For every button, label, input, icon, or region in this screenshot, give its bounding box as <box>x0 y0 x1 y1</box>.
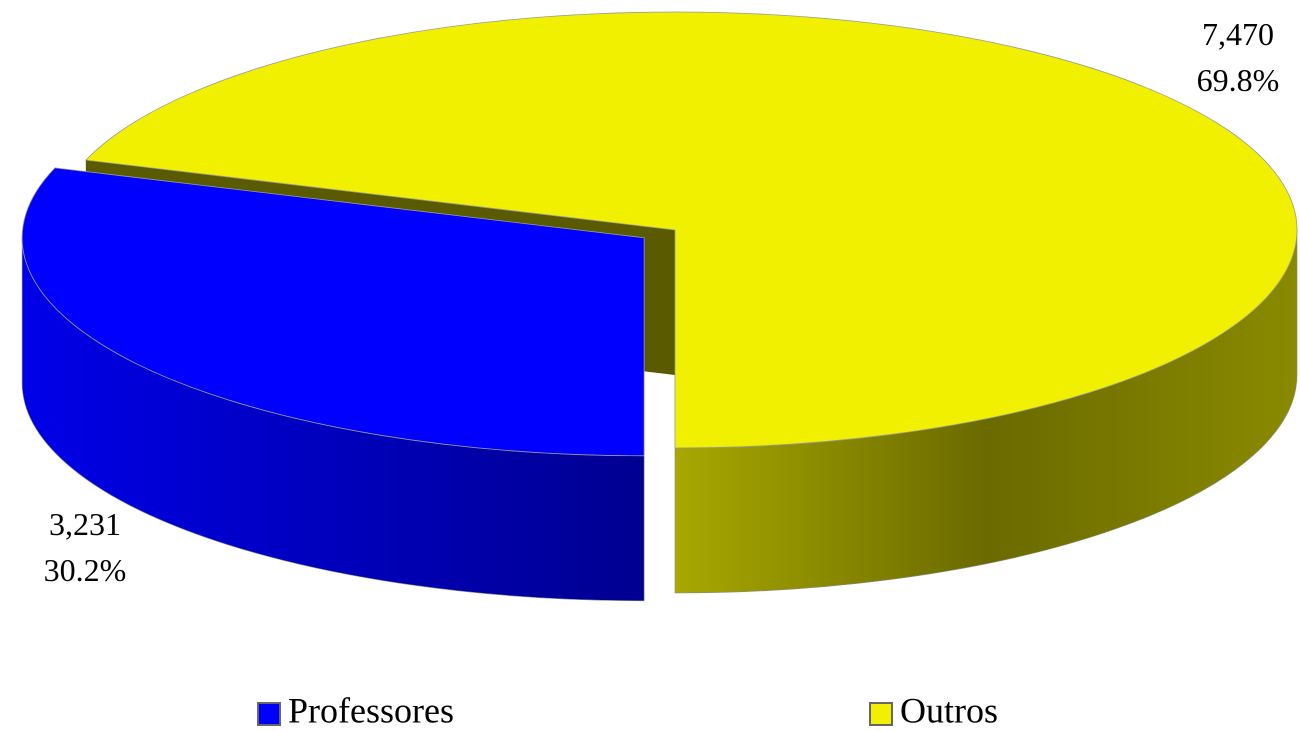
slice-top <box>21 167 645 457</box>
percent-label: 30.2% <box>44 552 127 588</box>
pie: 3,231 30.2% 7,470 69.8% <box>21 11 1298 602</box>
percent-label: 69.8% <box>1197 62 1280 98</box>
slice-top <box>84 11 1298 449</box>
legend-swatch <box>257 702 281 726</box>
value-label: 3,231 <box>49 506 121 542</box>
legend: Professores Outros <box>257 690 998 730</box>
legend-label: Outros <box>900 690 998 730</box>
legend-label: Professores <box>288 690 454 730</box>
value-label: 7,470 <box>1202 16 1274 52</box>
legend-swatch <box>869 702 893 726</box>
